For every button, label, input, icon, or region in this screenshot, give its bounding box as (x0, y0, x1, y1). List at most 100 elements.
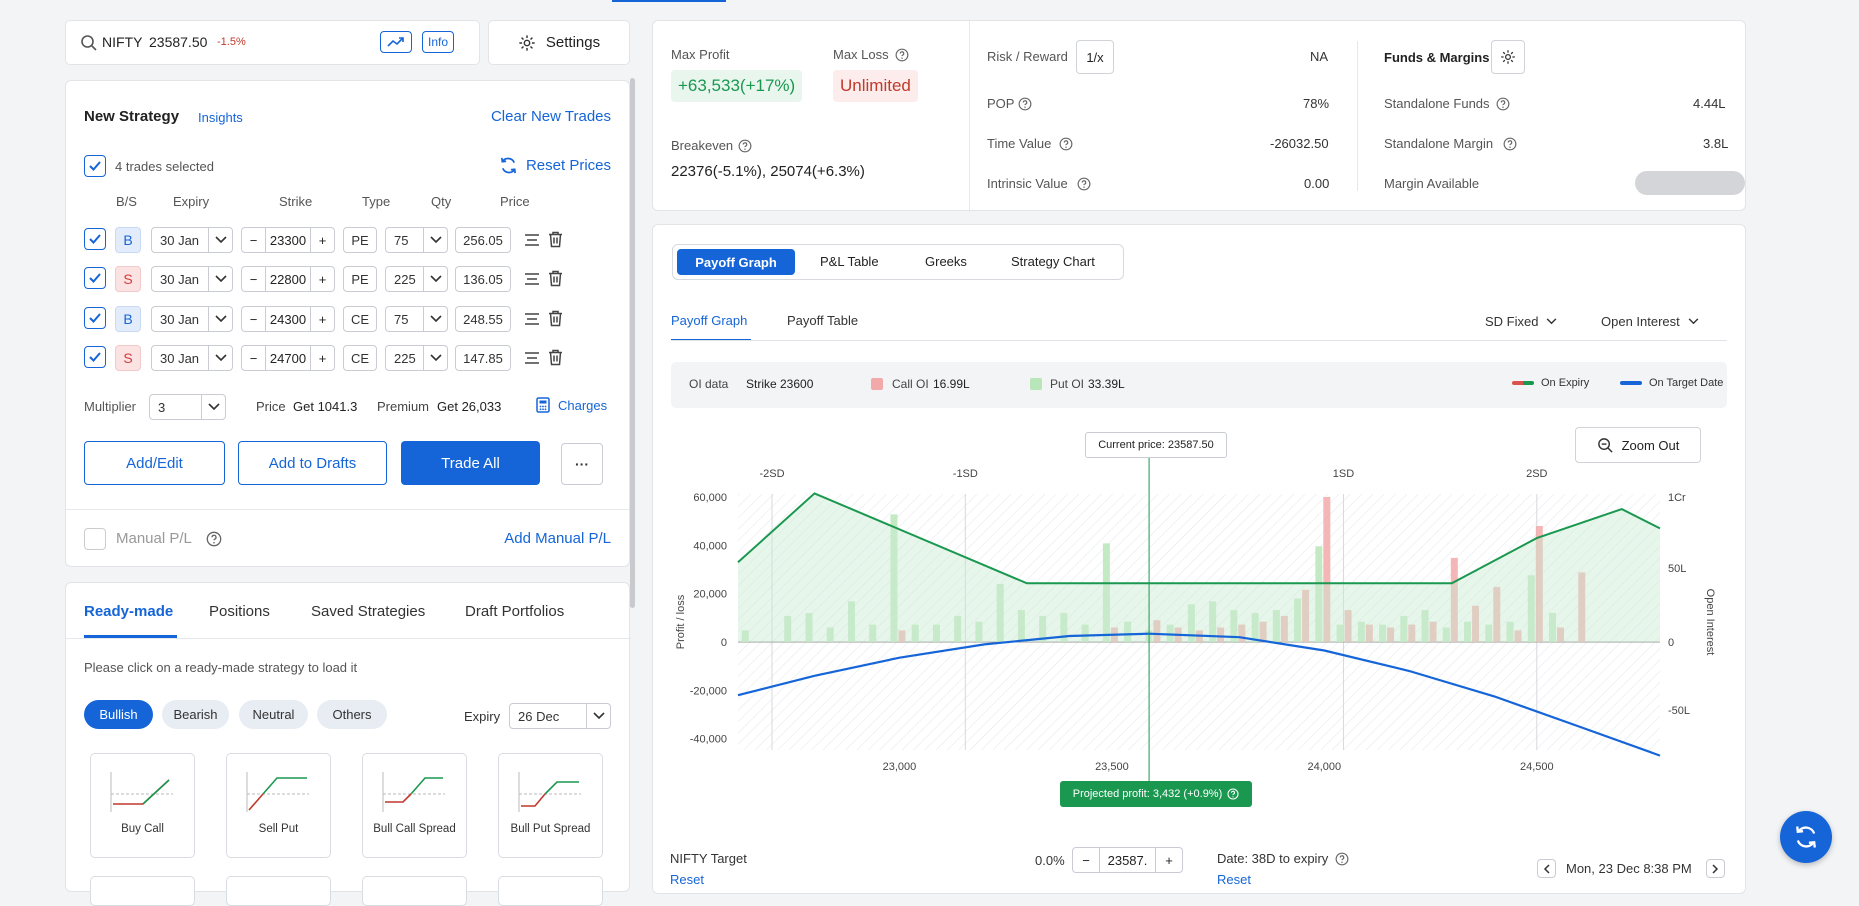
qty-select[interactable]: 225 (385, 345, 448, 371)
strategy-card-bull-put-spread[interactable]: Bull Put Spread (498, 753, 603, 858)
strategy-card-partial[interactable] (362, 876, 467, 906)
strike-value[interactable]: 23300 (269, 232, 307, 248)
manual-pl-checkbox[interactable] (84, 528, 106, 550)
scrollbar-thumb[interactable] (630, 78, 635, 608)
strategy-card-partial[interactable] (90, 876, 195, 906)
filter-bearish[interactable]: Bearish (162, 700, 229, 729)
strategy-card-buy-call[interactable]: Buy Call (90, 753, 195, 858)
risk-reward-toggle[interactable]: 1/x (1076, 40, 1114, 74)
strike-value[interactable]: 22800 (269, 271, 307, 287)
refresh-fab[interactable] (1780, 811, 1832, 863)
menu-lines-icon[interactable] (524, 233, 540, 247)
strategy-card-sell-put[interactable]: Sell Put (226, 753, 331, 858)
select-all-checkbox[interactable] (84, 155, 106, 177)
filter-bullish[interactable]: Bullish (84, 700, 153, 729)
tab-strategy-chart[interactable]: Strategy Chart (1011, 254, 1095, 269)
minus-icon[interactable]: − (242, 228, 266, 252)
reset-prices-button[interactable]: Reset Prices (499, 156, 611, 175)
minus-icon[interactable]: − (242, 267, 266, 291)
chart-trend-button[interactable] (380, 31, 412, 53)
price-input[interactable]: 256.05 (455, 227, 511, 253)
expiry-select[interactable]: 30 Jan (151, 345, 233, 371)
filter-others[interactable]: Others (317, 700, 387, 729)
date-next-button[interactable] (1706, 859, 1725, 878)
insights-link[interactable]: Insights (198, 110, 243, 125)
filter-neutral[interactable]: Neutral (239, 700, 308, 729)
tab-ready-made[interactable]: Ready-made (84, 603, 174, 620)
trash-icon[interactable] (548, 231, 563, 248)
add-manual-pl-link[interactable]: Add Manual P/L (504, 530, 611, 547)
expiry-select[interactable]: 30 Jan (151, 306, 233, 332)
tab-positions[interactable]: Positions (209, 603, 270, 620)
tab-draft-portfolios[interactable]: Draft Portfolios (465, 603, 565, 620)
trash-icon[interactable] (548, 270, 563, 287)
tab-saved-strategies[interactable]: Saved Strategies (311, 603, 426, 620)
info-button[interactable]: Info (422, 31, 454, 53)
type-select[interactable]: CE (343, 306, 377, 332)
buy-sell-toggle[interactable]: S (115, 266, 141, 292)
minus-icon[interactable]: − (242, 346, 266, 370)
trade-all-button[interactable]: Trade All (401, 441, 540, 485)
plus-icon[interactable]: + (310, 267, 334, 291)
funds-settings-button[interactable] (1491, 40, 1525, 74)
buy-sell-toggle[interactable]: B (115, 306, 141, 332)
expiry-select[interactable]: 30 Jan (151, 266, 233, 292)
buy-sell-toggle[interactable]: B (115, 227, 141, 253)
zoom-out-button[interactable]: Zoom Out (1575, 427, 1701, 463)
clear-new-trades-link[interactable]: Clear New Trades (490, 108, 611, 125)
add-to-drafts-button[interactable]: Add to Drafts (238, 441, 387, 485)
plus-icon[interactable]: + (310, 307, 334, 331)
subtab-payoff-table[interactable]: Payoff Table (787, 313, 859, 328)
qty-select[interactable]: 225 (385, 266, 448, 292)
trash-icon[interactable] (548, 349, 563, 366)
expiry-select[interactable]: 30 Jan (151, 227, 233, 253)
plus-icon[interactable]: + (310, 228, 334, 252)
strike-stepper[interactable]: −22800 + (241, 266, 335, 292)
trash-icon[interactable] (548, 310, 563, 327)
tab-greeks[interactable]: Greeks (925, 254, 967, 269)
tab-pl-table[interactable]: P&L Table (820, 254, 879, 269)
type-select[interactable]: CE (343, 345, 377, 371)
row-checkbox[interactable] (84, 307, 106, 329)
strategy-card-bull-call-spread[interactable]: Bull Call Spread (362, 753, 467, 858)
payoff-chart[interactable]: -2SD -1SD 1SD 2SD 60,000 40,000 20,000 0 -20,000… (660, 430, 1740, 830)
qty-select[interactable]: 75 (385, 227, 448, 253)
add-edit-button[interactable]: Add/Edit (84, 441, 225, 485)
row-checkbox[interactable] (84, 267, 106, 289)
charges-link[interactable]: Charges (536, 397, 607, 413)
strike-stepper[interactable]: −24300 + (241, 306, 335, 332)
tab-payoff-graph[interactable]: Payoff Graph (677, 249, 795, 275)
strike-stepper[interactable]: −24700 + (241, 345, 335, 371)
expiry-select[interactable]: 26 Dec (509, 703, 611, 729)
target-reset-link[interactable]: Reset (670, 872, 704, 887)
multiplier-select[interactable]: 3 (149, 394, 226, 420)
more-options-button[interactable]: ··· (561, 443, 603, 485)
strike-stepper[interactable]: −23300 + (241, 227, 335, 253)
type-select[interactable]: PE (343, 266, 377, 292)
open-interest-select[interactable]: Open Interest (1601, 314, 1699, 329)
target-value[interactable]: 23587. (1107, 852, 1148, 868)
menu-lines-icon[interactable] (524, 312, 540, 326)
menu-lines-icon[interactable] (524, 351, 540, 365)
sd-select[interactable]: SD Fixed (1485, 314, 1557, 329)
date-reset-link[interactable]: Reset (1217, 872, 1251, 887)
minus-icon[interactable]: − (242, 307, 266, 331)
subtab-payoff-graph[interactable]: Payoff Graph (671, 313, 748, 328)
price-input[interactable]: 147.85 (455, 345, 511, 371)
minus-icon[interactable]: − (1073, 848, 1100, 872)
price-input[interactable]: 248.55 (455, 306, 511, 332)
row-checkbox[interactable] (84, 228, 106, 250)
settings-button[interactable]: Settings (488, 20, 630, 65)
strategy-card-partial[interactable] (498, 876, 603, 906)
plus-icon[interactable]: + (1155, 848, 1182, 872)
type-select[interactable]: PE (343, 227, 377, 253)
qty-select[interactable]: 75 (385, 306, 448, 332)
strike-value[interactable]: 24700 (269, 350, 307, 366)
menu-lines-icon[interactable] (524, 272, 540, 286)
target-stepper[interactable]: − 23587. + (1072, 847, 1183, 873)
plus-icon[interactable]: + (310, 346, 334, 370)
strategy-card-partial[interactable] (226, 876, 331, 906)
date-prev-button[interactable] (1537, 859, 1556, 878)
symbol-search-bar[interactable]: NIFTY 23587.50 -1.5% Info (65, 20, 480, 65)
strike-value[interactable]: 24300 (269, 311, 307, 327)
